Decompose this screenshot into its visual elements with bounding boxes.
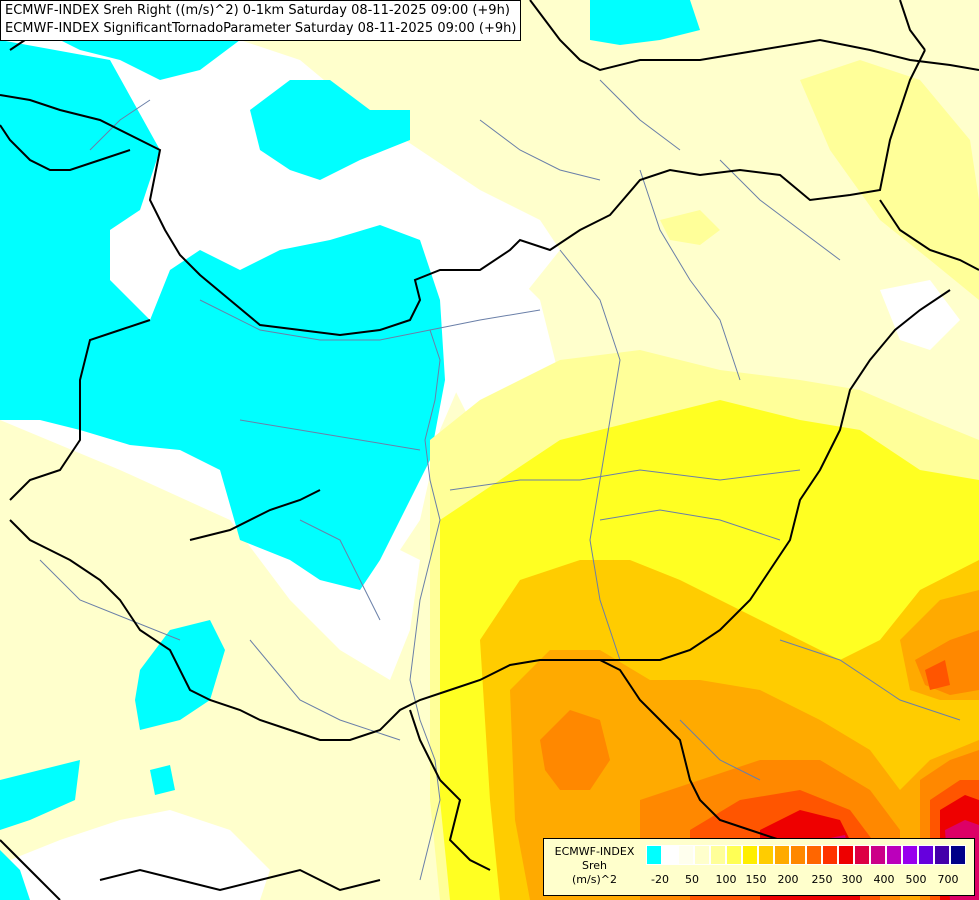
legend-swatch xyxy=(758,845,774,865)
legend-swatch xyxy=(886,845,902,865)
legend-title: ECMWF-INDEX Sreh (m/s)^2 xyxy=(547,845,642,887)
legend-title-line1: ECMWF-INDEX xyxy=(554,845,635,858)
legend-tick-label: 150 xyxy=(745,873,767,886)
legend-swatch xyxy=(838,845,854,865)
map-title-box: ECMWF-INDEX Sreh Right ((m/s)^2) 0-1km S… xyxy=(0,0,522,41)
legend-swatch xyxy=(694,845,710,865)
legend-tick-label: 250 xyxy=(811,873,833,886)
legend-swatch xyxy=(678,845,694,865)
legend-tick-label: -20 xyxy=(651,873,669,886)
legend-swatch xyxy=(710,845,726,865)
legend-tick-label: 50 xyxy=(685,873,699,886)
legend-swatch xyxy=(934,845,950,865)
color-legend: ECMWF-INDEX Sreh (m/s)^2 -20 50 100 150 200 2… xyxy=(543,838,975,896)
legend-swatch xyxy=(790,845,806,865)
legend-swatch xyxy=(774,845,790,865)
legend-tick-label: 500 xyxy=(905,873,927,886)
rivers xyxy=(39,79,961,881)
legend-swatch xyxy=(806,845,822,865)
legend-swatch xyxy=(662,845,678,865)
legend-swatch xyxy=(854,845,870,865)
legend-tick-label: 400 xyxy=(873,873,895,886)
legend-title-line3: (m/s)^2 xyxy=(572,873,617,886)
legend-swatch xyxy=(870,845,886,865)
legend-swatch xyxy=(646,845,662,865)
legend-swatch xyxy=(950,845,966,865)
legend-title-line2: Sreh xyxy=(581,859,607,872)
legend-tick-label: 100 xyxy=(715,873,737,886)
legend-swatch xyxy=(902,845,918,865)
legend-swatch xyxy=(918,845,934,865)
map-title-line2: ECMWF-INDEX SignificantTornadoParameter … xyxy=(5,21,517,36)
legend-tick-label: 300 xyxy=(841,873,863,886)
legend-swatch xyxy=(726,845,742,865)
legend-swatch xyxy=(742,845,758,865)
legend-swatches xyxy=(646,845,966,865)
legend-tick-label: 700 xyxy=(937,873,959,886)
map-title-line1: ECMWF-INDEX Sreh Right ((m/s)^2) 0-1km S… xyxy=(5,3,510,18)
legend-ticks: -20 50 100 150 200 250 300 400 500 700 xyxy=(646,873,966,889)
legend-swatch xyxy=(822,845,838,865)
legend-tick-label: 200 xyxy=(777,873,799,886)
